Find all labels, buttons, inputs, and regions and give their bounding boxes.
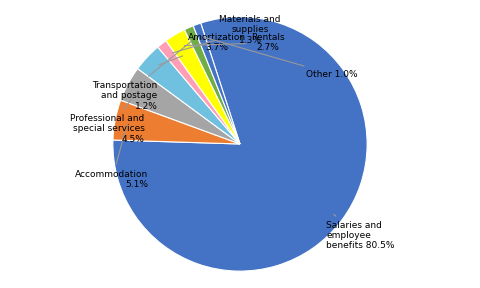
Text: Professional and
special services
4.5%: Professional and special services 4.5% <box>71 92 144 144</box>
Wedge shape <box>158 41 240 144</box>
Text: Amortization
3.7%: Amortization 3.7% <box>159 33 246 65</box>
Text: Salaries and
employee
benefits 80.5%: Salaries and employee benefits 80.5% <box>326 214 395 251</box>
Wedge shape <box>184 26 240 144</box>
Wedge shape <box>120 69 240 144</box>
Wedge shape <box>193 23 240 144</box>
Text: Rentals
2.7%: Rentals 2.7% <box>184 33 285 52</box>
Wedge shape <box>166 30 240 144</box>
Text: Transportation
and postage
1.2%: Transportation and postage 1.2% <box>92 41 192 111</box>
Wedge shape <box>113 17 367 271</box>
Wedge shape <box>138 47 240 144</box>
Text: Other 1.0%: Other 1.0% <box>204 37 358 79</box>
Wedge shape <box>113 100 240 144</box>
Text: Accommodation
5.1%: Accommodation 5.1% <box>75 125 148 189</box>
Text: Materials and
supplies
1.3%: Materials and supplies 1.3% <box>172 15 281 53</box>
